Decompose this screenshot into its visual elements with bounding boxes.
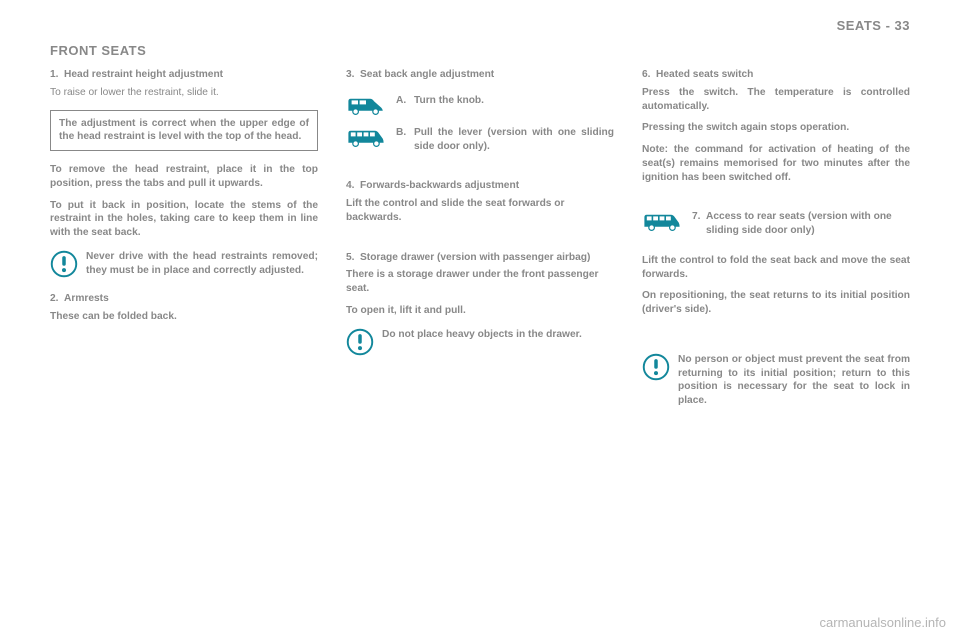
heading-5-num: 5.	[346, 251, 360, 265]
item-7: 7. Access to rear seats (version with on…	[642, 210, 910, 238]
exclamation-icon	[642, 353, 670, 381]
col2-p7: To open it, lift it and pull.	[346, 304, 614, 318]
warning-1: Never drive with the head restraints rem…	[50, 250, 318, 278]
heading-1-text: Head restraint height adjustment	[64, 68, 223, 82]
heading-2: 2. Armrests	[50, 292, 318, 306]
warning-2-text: Do not place heavy objects in the drawer…	[382, 328, 582, 342]
item-b-text: Pull the lever (version with one sliding…	[414, 126, 614, 154]
heading-3: 3. Seat back angle adjustment	[346, 68, 614, 82]
col1-p2: To remove the head restraint, place it i…	[50, 163, 318, 191]
heading-6: 6. Heated seats switch	[642, 68, 910, 82]
heading-6-text: Heated seats switch	[656, 68, 753, 82]
col3-p11: Lift the control to fold the seat back a…	[642, 254, 910, 282]
col2-p5: Lift the control and slide the seat forw…	[346, 197, 614, 225]
header-page: 33	[895, 18, 910, 33]
page-title: FRONT SEATS	[0, 37, 960, 68]
footer-watermark: carmanualsonline.info	[820, 615, 946, 630]
heading-2-num: 2.	[50, 292, 64, 306]
exclamation-icon	[346, 328, 374, 356]
page-header: SEATS - 33	[0, 0, 960, 37]
warning-3-text: No person or object must prevent the sea…	[678, 353, 910, 408]
heading-1-num: 1.	[50, 68, 64, 82]
exclamation-icon	[50, 250, 78, 278]
col3-p12: On repositioning, the seat returns to it…	[642, 289, 910, 317]
content-columns: 1. Head restraint height adjustment To r…	[0, 68, 960, 422]
van-short-icon	[346, 94, 386, 118]
heading-7-text: Access to rear seats (version with one s…	[706, 210, 910, 238]
item-a-text: Turn the knob.	[414, 94, 484, 108]
warning-2: Do not place heavy objects in the drawer…	[346, 328, 614, 356]
column-1: 1. Head restraint height adjustment To r…	[50, 68, 318, 422]
warning-1-text: Never drive with the head restraints rem…	[86, 250, 318, 278]
heading-7: 7. Access to rear seats (version with on…	[692, 210, 910, 238]
column-3: 6. Heated seats switch Press the switch.…	[642, 68, 910, 422]
heading-2-text: Armrests	[64, 292, 109, 306]
heading-7-num: 7.	[692, 210, 706, 238]
warning-3: No person or object must prevent the sea…	[642, 353, 910, 408]
item-b: B. Pull the lever (version with one slid…	[346, 126, 614, 154]
col3-p8: Press the switch. The temperature is con…	[642, 86, 910, 114]
heading-3-num: 3.	[346, 68, 360, 82]
header-section: SEATS	[837, 18, 882, 33]
col1-p4: These can be folded back.	[50, 310, 318, 324]
col2-p6: There is a storage drawer under the fron…	[346, 268, 614, 296]
heading-1: 1. Head restraint height adjustment	[50, 68, 318, 82]
col1-p3: To put it back in position, locate the s…	[50, 199, 318, 240]
van-long-icon	[642, 210, 682, 234]
col3-p10: Note: the command for activation of heat…	[642, 143, 910, 184]
header-dash: -	[886, 18, 895, 33]
item-a: A. Turn the knob.	[346, 94, 614, 118]
item-b-letter: B.	[396, 126, 414, 154]
item-a-letter: A.	[396, 94, 414, 108]
heading-4-num: 4.	[346, 179, 360, 193]
col3-p9: Pressing the switch again stops operatio…	[642, 121, 910, 135]
adjustment-box: The adjustment is correct when the upper…	[50, 110, 318, 152]
heading-3-text: Seat back angle adjustment	[360, 68, 494, 82]
heading-6-num: 6.	[642, 68, 656, 82]
col1-p1: To raise or lower the restraint, slide i…	[50, 86, 318, 100]
van-long-icon	[346, 126, 386, 150]
column-2: 3. Seat back angle adjustment A. Turn th…	[346, 68, 614, 422]
heading-5-text: Storage drawer (version with passenger a…	[360, 251, 590, 265]
heading-5: 5. Storage drawer (version with passenge…	[346, 251, 614, 265]
heading-4: 4. Forwards-backwards adjustment	[346, 179, 614, 193]
heading-4-text: Forwards-backwards adjustment	[360, 179, 519, 193]
